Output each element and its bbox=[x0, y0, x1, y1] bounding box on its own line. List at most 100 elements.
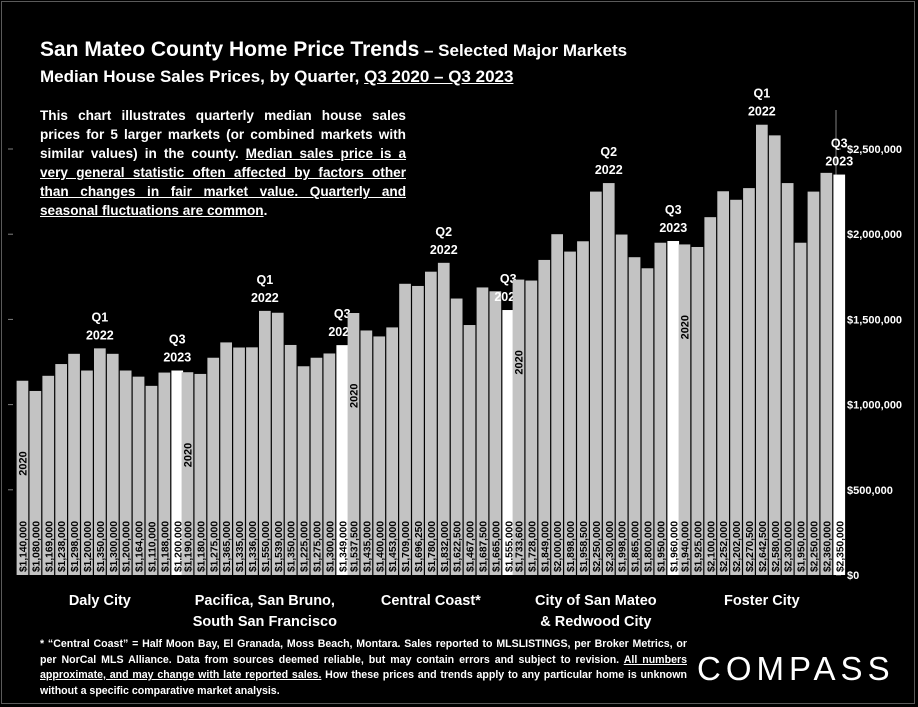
bar-value-label: $1,665,000 bbox=[491, 521, 502, 572]
peak-annotation-quarter: Q1 bbox=[92, 310, 109, 324]
bar-value-label: $1,298,000 bbox=[70, 521, 81, 572]
bar-value-label: $1,200,000 bbox=[173, 521, 184, 572]
bar bbox=[730, 199, 742, 575]
bar bbox=[564, 251, 576, 575]
bar-value-label: $1,800,000 bbox=[643, 521, 654, 572]
start-year-label: 2020 bbox=[17, 451, 29, 475]
category-label: & Redwood City bbox=[540, 614, 651, 630]
bar bbox=[220, 342, 232, 575]
y-tick-label: $2,500,000 bbox=[847, 144, 902, 156]
bar bbox=[463, 325, 476, 575]
peak-annotation-quarter: Q1 bbox=[257, 273, 274, 287]
peak-annotation-year: 2022 bbox=[251, 291, 279, 305]
category-label: City of San Mateo bbox=[535, 593, 657, 609]
bar-value-label: $2,300,000 bbox=[784, 521, 795, 572]
y-tick-label: $500,000 bbox=[847, 485, 893, 497]
bar bbox=[297, 366, 310, 575]
bar bbox=[538, 259, 551, 575]
bar bbox=[551, 234, 563, 575]
footnote: * “Central Coast” = Half Moon Bay, El Gr… bbox=[40, 637, 687, 699]
description-underlined: Median sales price is a very general sta… bbox=[40, 146, 407, 218]
bar bbox=[807, 191, 820, 575]
bar bbox=[425, 271, 437, 575]
bar-value-label: $2,350,000 bbox=[835, 521, 846, 572]
bar bbox=[678, 244, 691, 575]
bar-value-label: $1,190,000 bbox=[183, 521, 194, 572]
description-end: . bbox=[263, 203, 268, 218]
bar bbox=[373, 336, 386, 575]
bar bbox=[386, 327, 398, 575]
bar bbox=[284, 344, 297, 575]
bar bbox=[437, 262, 450, 575]
peak-annotation-quarter: Q3 bbox=[334, 307, 351, 321]
bar-value-label: $2,252,000 bbox=[719, 521, 730, 572]
bar-value-label: $1,832,000 bbox=[440, 521, 451, 572]
bar-value-label: $1,400,000 bbox=[375, 521, 386, 572]
peak-annotation-year: 2023 bbox=[163, 351, 191, 365]
bar-value-label: $2,642,500 bbox=[758, 521, 769, 572]
peak-annotation-quarter: Q3 bbox=[831, 137, 848, 151]
bar-value-label: $1,925,000 bbox=[693, 521, 704, 572]
bar bbox=[691, 246, 704, 576]
bar bbox=[246, 347, 258, 575]
start-year-label: 2020 bbox=[513, 350, 525, 374]
bar bbox=[158, 372, 171, 575]
y-tick-label: $0 bbox=[847, 570, 859, 582]
peak-annotation-quarter: Q2 bbox=[600, 145, 617, 159]
subtitle-prefix: Median House Sales Prices, by Quarter, bbox=[40, 67, 365, 86]
category-label: South San Francisco bbox=[193, 614, 337, 630]
bar-value-label: $2,270,500 bbox=[745, 521, 756, 572]
bar-value-label: $1,960,000 bbox=[669, 521, 680, 572]
bar-value-label: $1,238,000 bbox=[57, 521, 68, 572]
bar-value-label: $1,622,500 bbox=[453, 521, 464, 572]
footnote-part2: How these prices and trends apply to any… bbox=[40, 669, 687, 697]
bar bbox=[450, 298, 463, 575]
title-suffix: – Selected Major Markets bbox=[419, 41, 628, 60]
bar bbox=[667, 241, 680, 576]
bar bbox=[399, 283, 411, 575]
bar-value-label: $1,435,000 bbox=[362, 521, 373, 572]
bar bbox=[323, 353, 336, 575]
page-title: San Mateo County Home Price Trends – Sel… bbox=[40, 38, 627, 62]
bar-value-label: $1,550,000 bbox=[261, 521, 272, 572]
bar bbox=[489, 291, 502, 575]
footnote-part1: * “Central Coast” = Half Moon Bay, El Gr… bbox=[40, 638, 687, 666]
bar-value-label: $2,250,000 bbox=[592, 521, 603, 572]
peak-annotation-quarter: Q2 bbox=[435, 225, 452, 239]
bar-value-label: $2,580,000 bbox=[771, 521, 782, 572]
peak-annotation-quarter: Q1 bbox=[754, 87, 771, 101]
bar bbox=[259, 310, 271, 575]
bar-value-label: $2,000,000 bbox=[553, 521, 564, 572]
bar-value-label: $1,350,000 bbox=[287, 521, 298, 572]
bar-value-label: $1,180,000 bbox=[196, 521, 207, 572]
bar bbox=[29, 390, 42, 575]
bar-value-label: $1,080,000 bbox=[31, 521, 42, 572]
bar-value-label: $2,202,000 bbox=[732, 521, 743, 572]
bar-value-label: $2,360,000 bbox=[822, 521, 833, 572]
bar-value-label: $1,225,000 bbox=[300, 521, 311, 572]
bar-value-label: $1,275,000 bbox=[209, 521, 220, 572]
bar bbox=[590, 191, 602, 575]
bar bbox=[412, 285, 424, 575]
category-label: Central Coast* bbox=[381, 593, 481, 609]
bar bbox=[194, 373, 207, 575]
category-label: Daly City bbox=[69, 593, 131, 609]
bar bbox=[768, 135, 781, 576]
bar bbox=[476, 287, 489, 575]
bar bbox=[233, 347, 245, 575]
bar-value-label: $1,537,500 bbox=[349, 521, 360, 572]
bar bbox=[628, 257, 641, 575]
title-main: San Mateo County Home Price Trends bbox=[40, 38, 420, 61]
bar-value-label: $1,300,000 bbox=[325, 521, 336, 572]
bar bbox=[207, 357, 220, 575]
bar-value-label: $1,849,000 bbox=[540, 521, 551, 572]
subtitle-range: Q3 2020 – Q3 2023 bbox=[364, 67, 514, 86]
bar bbox=[310, 357, 323, 575]
bar-value-label: $1,467,000 bbox=[466, 521, 477, 572]
y-tick-label: $2,000,000 bbox=[847, 229, 902, 241]
page-subtitle: Median House Sales Prices, by Quarter, Q… bbox=[40, 67, 513, 87]
bar-value-label: $1,169,000 bbox=[44, 521, 55, 572]
bar-value-label: $1,453,000 bbox=[388, 521, 399, 572]
